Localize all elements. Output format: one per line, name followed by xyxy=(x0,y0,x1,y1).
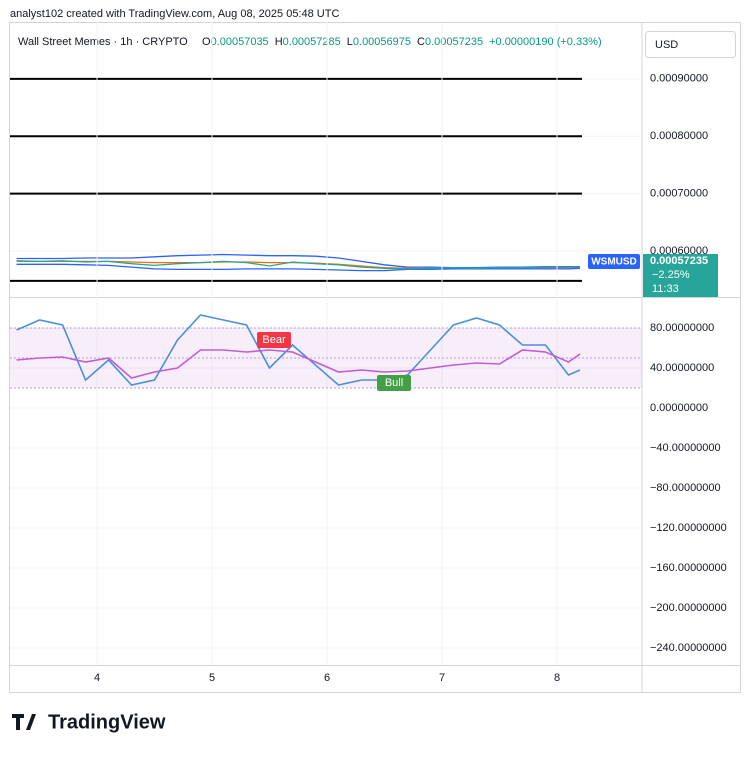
logo-icon xyxy=(12,714,36,730)
y-tick-label: −40.00000000 xyxy=(650,442,721,454)
annotation: Bull xyxy=(385,377,403,389)
ohlc-label: H xyxy=(275,36,283,48)
series-line xyxy=(16,314,581,386)
y-tick-label: −80.00000000 xyxy=(650,482,721,494)
y-tick-label: 0.00090000 xyxy=(650,73,708,85)
logo: TradingView xyxy=(12,711,166,733)
y-tick-label: 40.00000000 xyxy=(650,362,714,374)
y-tick-label: 80.00000000 xyxy=(650,322,714,334)
series-line xyxy=(16,263,581,272)
x-tick-label: 7 xyxy=(439,672,445,684)
x-tick-label: 5 xyxy=(209,672,215,684)
annotation-box xyxy=(377,375,411,391)
brand: TradingView xyxy=(48,711,166,733)
ohlc-label: L xyxy=(347,36,353,48)
ohlc-label: C xyxy=(417,36,425,48)
currency-button[interactable] xyxy=(645,31,736,58)
price-tag-countdown: 11:33 xyxy=(652,283,679,295)
y-tick-label: 0.00060000 xyxy=(650,245,708,257)
y-tick-label: −160.00000000 xyxy=(650,562,727,574)
ohlc-value: 0.00057035 xyxy=(211,36,269,48)
change: +0.00000190 (+0.33%) xyxy=(489,36,602,48)
y-tick-label: 0.00000000 xyxy=(650,402,708,414)
y-tick-label: 0.00080000 xyxy=(650,130,708,142)
plots: 0.00090000 0.00080000 0.00070000 0.00060000… xyxy=(10,22,727,684)
x-tick-label: 4 xyxy=(94,672,100,684)
credit: analyst102 created with TradingView.com,… xyxy=(10,8,339,20)
series-line xyxy=(16,349,581,379)
price-tag-change: −2.25% xyxy=(652,269,690,281)
price-tag xyxy=(643,254,718,297)
annotation-box xyxy=(257,332,291,348)
annotation: Bear xyxy=(262,334,286,346)
currency: USD xyxy=(655,39,678,51)
symbol: Wall Street Memes · 1h · CRYPTO xyxy=(18,36,188,48)
symbol-tag xyxy=(588,254,640,269)
y-tick-label: −120.00000000 xyxy=(650,522,727,534)
symbol-tag-text: WSMUSD xyxy=(591,257,637,268)
x-tick-label: 8 xyxy=(554,672,560,684)
ohlc: O 0.00057035 H 0.00057285 L 0.00056975 C 0.0005… xyxy=(202,36,602,48)
ohlc-value: 0.00057235 xyxy=(425,36,483,48)
price-tag-price: 0.00057235 xyxy=(650,255,708,267)
y-tick-label: −200.00000000 xyxy=(650,602,727,614)
ohlc-label: O xyxy=(202,36,211,48)
ohlc-value: 0.00057285 xyxy=(283,36,341,48)
series-line xyxy=(16,260,581,270)
y-tick-label: −240.00000000 xyxy=(650,642,727,654)
x-tick-label: 6 xyxy=(324,672,330,684)
ohlc-value: 0.00056975 xyxy=(353,36,411,48)
y-tick-label: 0.00070000 xyxy=(650,188,708,200)
